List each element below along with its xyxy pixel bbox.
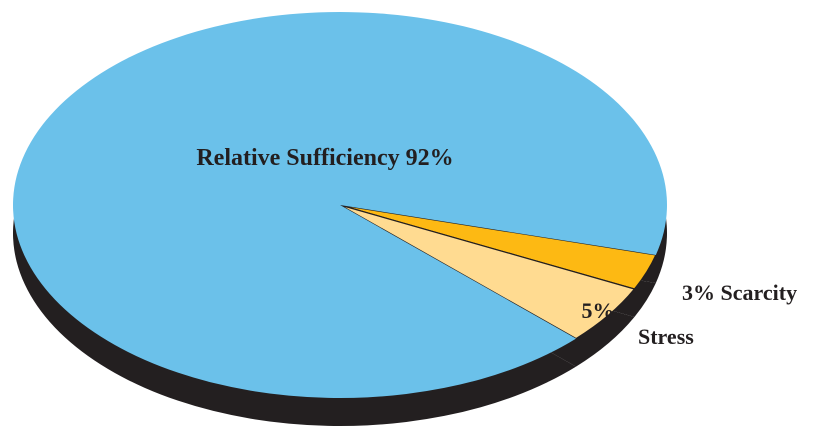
label-stress-percent: 5%	[582, 298, 615, 323]
label-scarcity: 3% Scarcity	[682, 280, 797, 305]
pie-slices	[13, 11, 667, 399]
label-relative-sufficiency: Relative Sufficiency 92%	[196, 145, 453, 171]
label-stress: Stress	[638, 324, 694, 349]
pie-slice-relative-sufficiency	[13, 11, 667, 399]
pie-labels: Relative Sufficiency 92% 3% Scarcity 5% …	[196, 145, 797, 349]
pie-slice-stress	[339, 204, 636, 340]
